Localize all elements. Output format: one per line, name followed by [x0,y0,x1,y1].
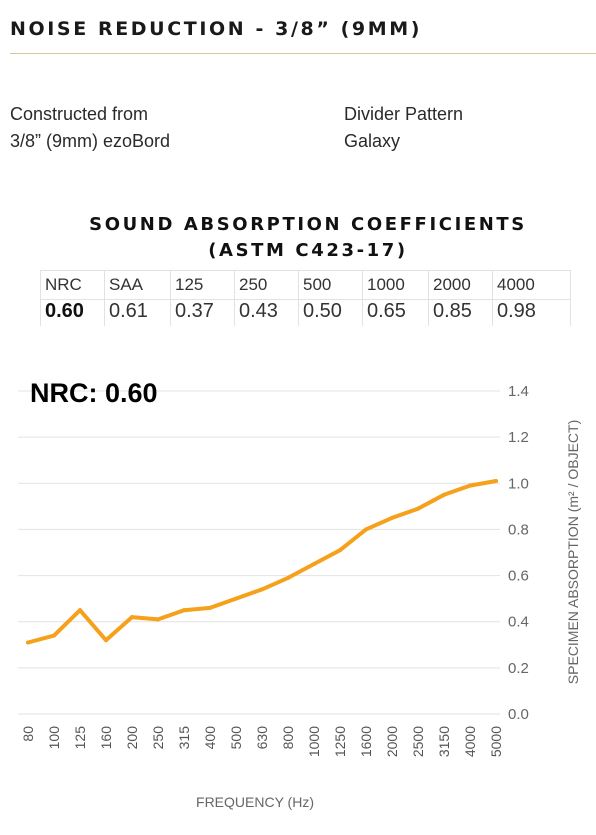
data-point [416,506,420,511]
coefficients-header-row: NRC SAA 125 250 500 1000 2000 4000 [40,270,571,300]
header-cell-1000: 1000 [362,270,429,300]
data-point [494,478,498,483]
data-point [234,596,238,601]
x-tick-label: 4000 [462,726,478,757]
divider-label: Divider Pattern [344,104,464,124]
x-tick-label: 2000 [384,726,400,757]
y-tick-label: 1.4 [508,383,529,400]
value-cell-125: 0.37 [170,299,235,326]
data-point [338,548,342,553]
x-tick-label: 315 [176,726,192,750]
x-tick-label: 400 [202,726,218,750]
header-cell-2000: 2000 [428,270,493,300]
y-tick-label: 1.0 [508,475,529,492]
x-tick-label: 800 [280,726,296,750]
x-tick-label: 160 [98,726,114,750]
data-point [390,515,394,520]
x-tick-label: 80 [20,726,36,742]
x-tick-label: 250 [150,726,166,750]
construction-label: Constructed from [10,104,149,124]
data-point [468,483,472,488]
construction-material: 3/8” (9mm) ezoBord [10,131,171,151]
data-point [52,633,56,638]
y-tick-label: 0.0 [508,706,529,723]
value-cell-1000: 0.65 [362,299,429,326]
header-cell-125: 125 [170,270,235,300]
x-tick-label: 1250 [332,726,348,757]
y-tick-label: 0.2 [508,660,529,677]
x-tick-label: 1600 [358,726,374,757]
data-point [104,638,108,643]
coefficients-standard: (ASTM C423-17) [208,240,408,261]
x-tick-label: 630 [254,726,270,750]
data-point [312,562,316,567]
value-cell-250: 0.43 [234,299,299,326]
x-tick-label: 1000 [306,726,322,757]
y-tick-label: 0.6 [508,568,529,585]
nrc-label: NRC: 0.60 [30,378,158,408]
title-underline [10,53,596,54]
page-title: NOISE REDUCTION - 3/8” (9MM) [10,18,423,40]
data-point [26,640,30,645]
value-cell-500: 0.50 [298,299,363,326]
x-tick-label: 100 [46,726,62,750]
x-tick-label: 2500 [410,726,426,757]
coefficients-value-row: 0.60 0.61 0.37 0.43 0.50 0.65 0.85 0.98 [40,299,571,326]
header-cell-4000: 4000 [492,270,571,300]
data-point [286,575,290,580]
data-point [442,492,446,497]
value-cell-4000: 0.98 [492,299,571,326]
data-point [260,587,264,592]
y-tick-label: 1.2 [508,429,529,446]
y-tick-label: 0.8 [508,521,529,538]
x-tick-label: 200 [124,726,140,750]
absorption-chart: 0.0 0.2 0.4 0.6 0.8 1.0 1.2 1.4 80 100 125 160 200 25… [18,383,581,810]
value-cell-2000: 0.85 [428,299,493,326]
series-line [26,479,498,645]
y-axis-label: SPECIMEN ABSORPTION (m² / OBJECT) [565,420,581,684]
coefficients-title: SOUND ABSORPTION COEFFICIENTS [89,214,527,235]
data-point [182,608,186,613]
data-point [130,615,134,620]
x-tick-label: 5000 [488,726,504,757]
construction-info: Constructed from 3/8” (9mm) ezoBord [10,101,170,155]
divider-info: Divider Pattern Galaxy [344,101,463,155]
data-point [364,527,368,532]
x-tick-label: 3150 [436,726,452,757]
coefficients-table: NRC SAA 125 250 500 1000 2000 4000 0.60 … [40,270,571,326]
divider-pattern-name: Galaxy [344,131,401,151]
y-tick-label: 0.4 [508,614,529,631]
header-cell-500: 500 [298,270,363,300]
header-cell-nrc: NRC [40,270,105,300]
data-point [208,605,212,610]
value-cell-nrc: 0.60 [40,299,105,326]
x-axis-label: FREQUENCY (Hz) [196,794,314,810]
data-point [78,608,82,613]
value-cell-saa: 0.61 [104,299,171,326]
header-cell-250: 250 [234,270,299,300]
x-tick-label: 500 [228,726,244,750]
data-point [156,617,160,622]
header-cell-saa: SAA [104,270,171,300]
x-tick-label: 125 [72,726,88,750]
